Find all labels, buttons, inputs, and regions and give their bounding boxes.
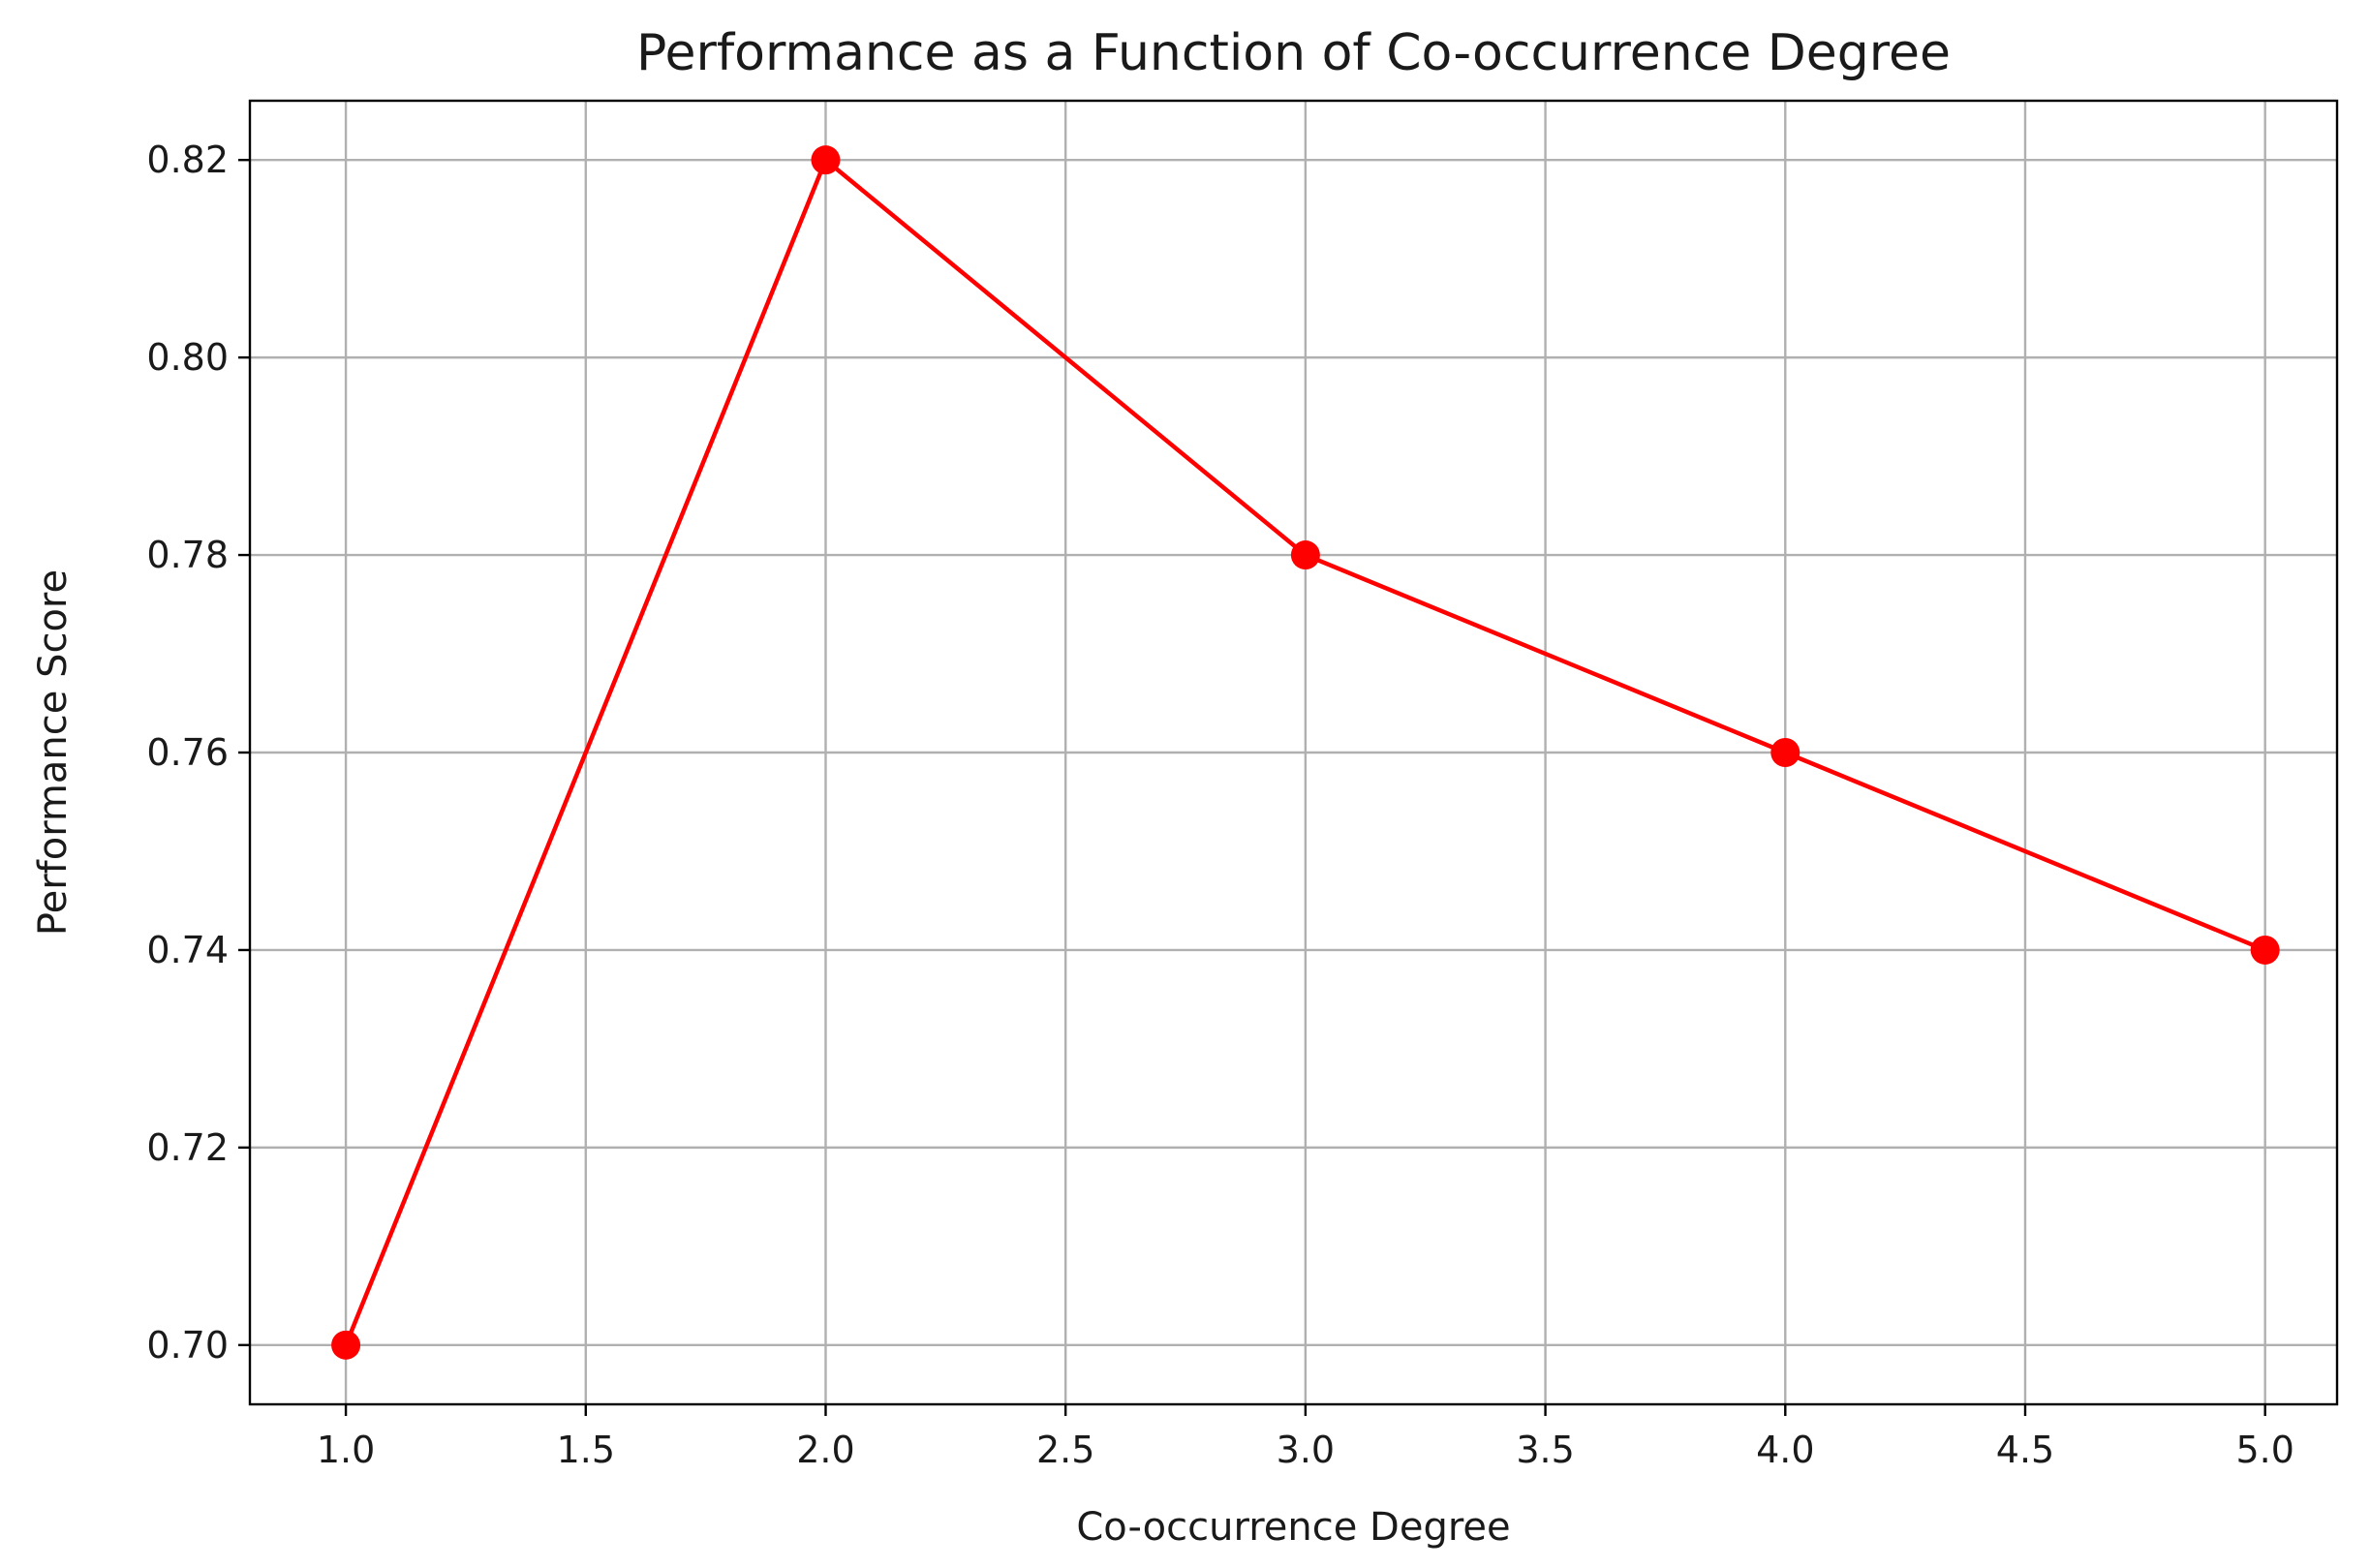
x-axis-label: Co-occurrence Degree <box>1076 1505 1510 1550</box>
y-tick-label: 0.82 <box>146 138 229 181</box>
y-tick-label: 0.78 <box>146 534 229 576</box>
x-tick-label: 2.0 <box>796 1429 854 1471</box>
y-tick-label: 0.74 <box>146 929 229 971</box>
x-tick-label: 3.5 <box>1516 1429 1574 1471</box>
series-layer <box>331 145 2280 1360</box>
data-point <box>811 145 841 175</box>
data-point <box>1770 738 1801 767</box>
x-tick-label: 4.5 <box>1996 1429 2054 1471</box>
x-tick-label: 4.0 <box>1756 1429 1814 1471</box>
x-tick-label: 5.0 <box>2235 1429 2293 1471</box>
y-axis-label: Performance Score <box>31 569 76 936</box>
axis-ticks: 1.0 1.5 2.0 2.5 3.0 3.5 4.0 4.5 5.0 0.70 0.72 0.74 0… <box>146 138 2294 1471</box>
y-tick-label: 0.72 <box>146 1126 229 1169</box>
x-tick-label: 3.0 <box>1277 1429 1335 1471</box>
chart-title: Performance as a Function of Co-occurren… <box>636 24 1951 82</box>
x-tick-label: 1.5 <box>557 1429 615 1471</box>
grid <box>250 101 2337 1404</box>
x-tick-label: 2.5 <box>1036 1429 1094 1471</box>
data-point <box>1290 540 1320 570</box>
y-tick-label: 0.70 <box>146 1324 229 1367</box>
y-tick-label: 0.76 <box>146 731 229 774</box>
data-point <box>331 1330 361 1360</box>
data-point <box>2250 935 2280 965</box>
y-tick-label: 0.80 <box>146 336 229 379</box>
x-tick-label: 1.0 <box>317 1429 375 1471</box>
